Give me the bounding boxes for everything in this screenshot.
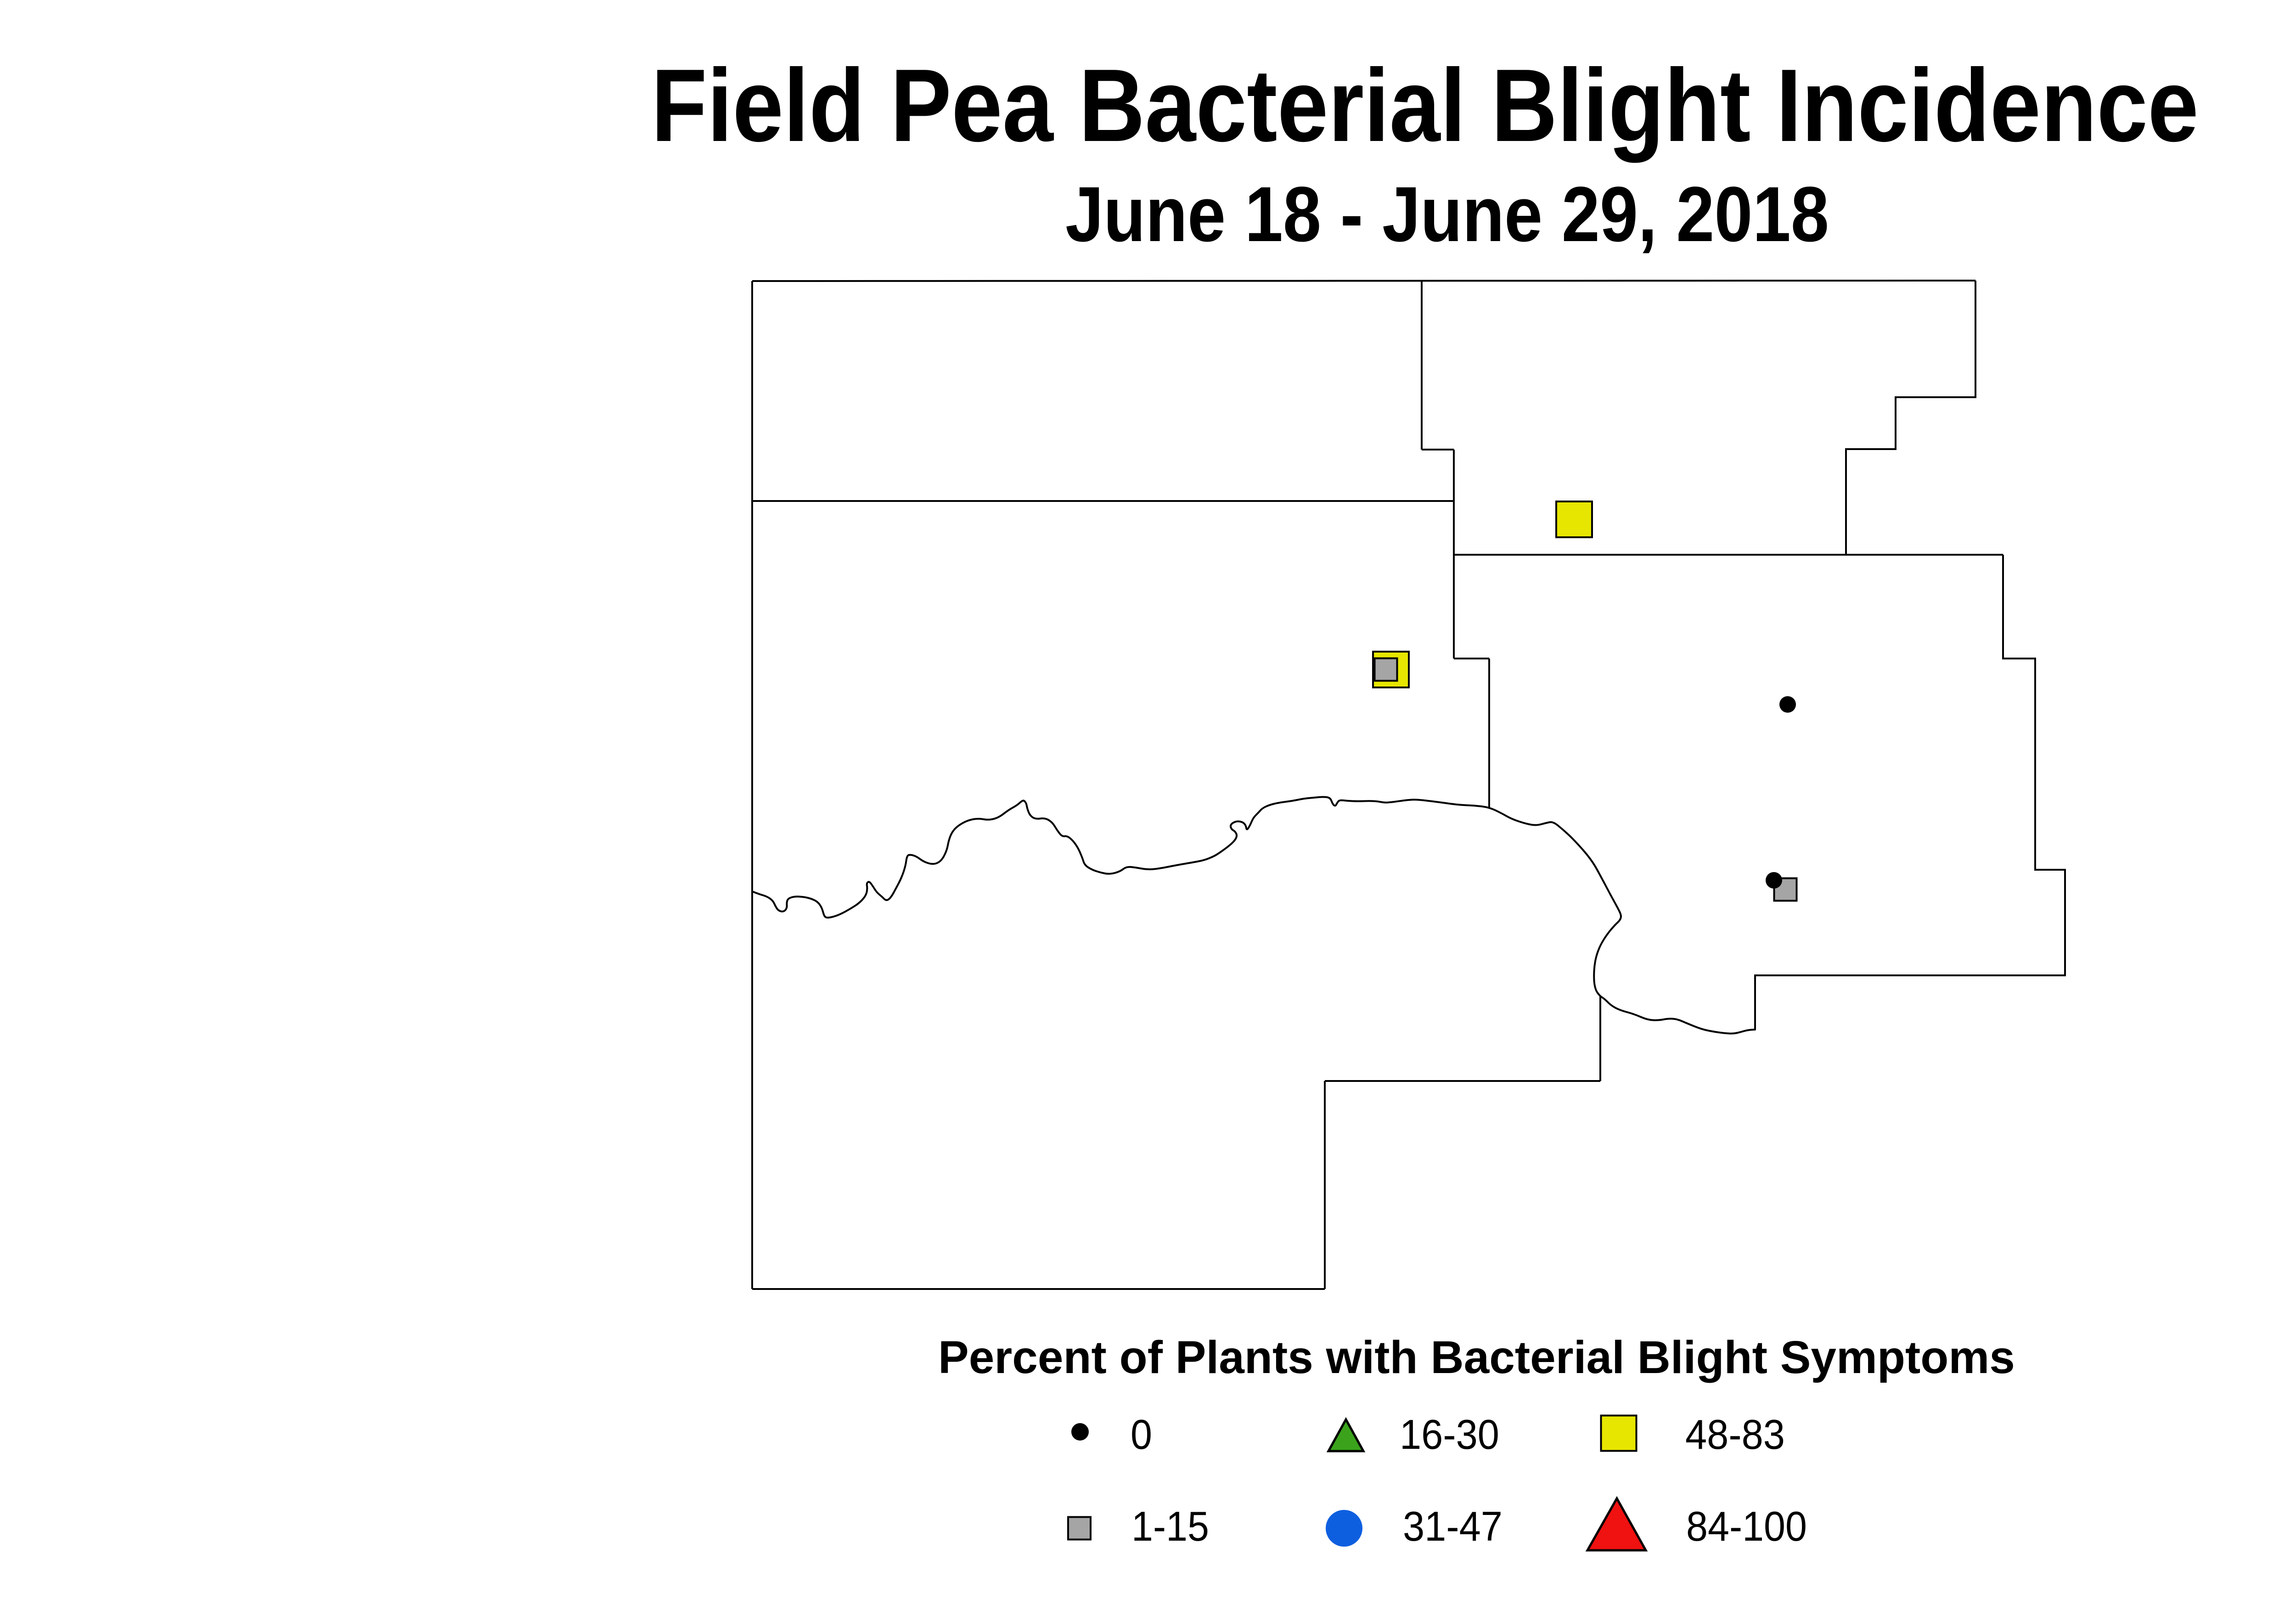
county-border-segment (1754, 555, 2066, 1030)
legend-symbol-blue-circle (1326, 1510, 1362, 1547)
county-boundaries (751, 280, 2066, 1290)
legend-label: 31-47 (1403, 1503, 1503, 1550)
river-line (752, 796, 1756, 1035)
county-border-segment (1845, 281, 1976, 555)
legend-item-0: 0 (1071, 1412, 1152, 1458)
legend-item-31-47: 31-47 (1326, 1503, 1503, 1550)
map-point-dot-0 (1779, 696, 1796, 713)
legend-item-84-100: 84-100 (1585, 1496, 1807, 1552)
legend-item-48-83: 48-83 (1600, 1412, 1785, 1458)
legend-label: 84-100 (1686, 1503, 1807, 1550)
map-point-square-1-15 (1373, 657, 1398, 682)
legend-label: 0 (1131, 1412, 1152, 1458)
legend-label: 16-30 (1400, 1412, 1499, 1458)
map-point-square-48-83 (1555, 501, 1593, 538)
map-point-dot-0 (1766, 872, 1782, 889)
legend-symbol-gray-square (1067, 1516, 1092, 1541)
legend-symbol-green-triangle (1326, 1417, 1366, 1452)
legend-title: Percent of Plants with Bacterial Blight … (938, 1332, 2015, 1383)
legend-label: 48-83 (1685, 1412, 1785, 1458)
data-points (1372, 501, 1798, 902)
legend-item-1-15: 1-15 (1067, 1503, 1209, 1550)
legend-symbol-red-triangle (1585, 1496, 1648, 1552)
legend-symbol-yellow-square (1600, 1414, 1638, 1452)
legend-label: 1-15 (1131, 1503, 1209, 1550)
legend-symbol-dot (1071, 1423, 1089, 1441)
legend-item-16-30: 16-30 (1326, 1412, 1499, 1458)
page-title: Field Pea Bacterial Blight Incidence (651, 47, 2199, 163)
page-subtitle: June 18 - June 29, 2018 (1065, 171, 1829, 258)
legend: Percent of Plants with Bacterial Blight … (938, 1332, 2015, 1552)
